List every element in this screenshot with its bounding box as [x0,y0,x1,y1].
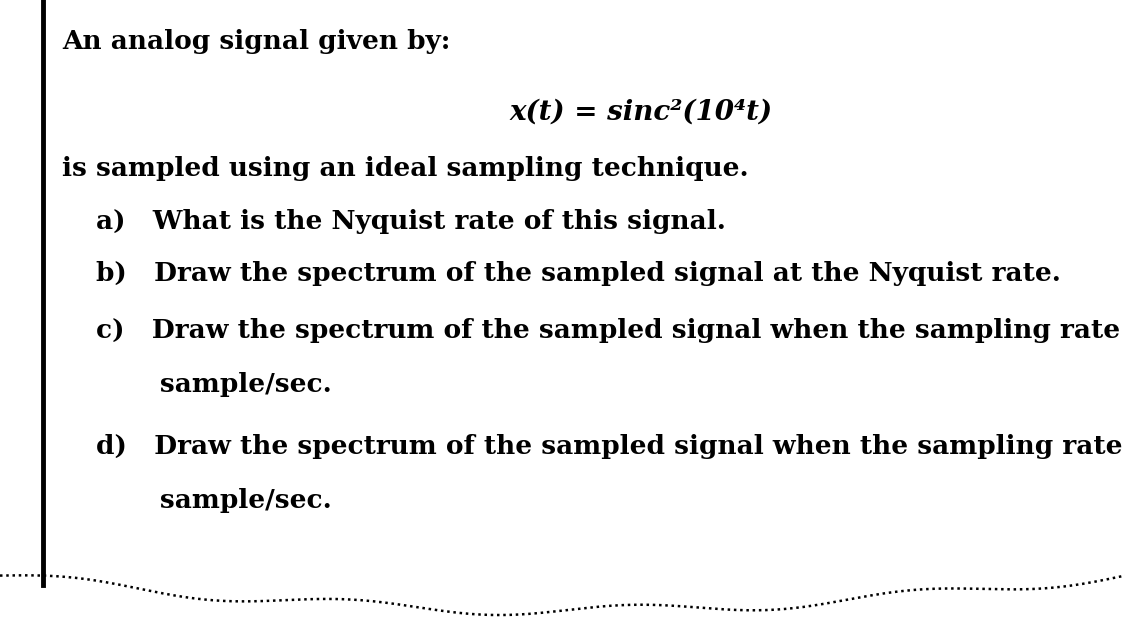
Text: x(t) = sinc²(10⁴t): x(t) = sinc²(10⁴t) [510,99,773,125]
Text: sample/sec.: sample/sec. [96,372,332,397]
Text: d)   Draw the spectrum of the sampled signal when the sampling rate is equal to : d) Draw the spectrum of the sampled sign… [96,434,1125,459]
Text: is sampled using an ideal sampling technique.: is sampled using an ideal sampling techn… [62,156,748,181]
Text: a)   What is the Nyquist rate of this signal.: a) What is the Nyquist rate of this sign… [96,209,726,233]
Text: c)   Draw the spectrum of the sampled signal when the sampling rate is equal to : c) Draw the spectrum of the sampled sign… [96,318,1125,343]
Text: An analog signal given by:: An analog signal given by: [62,29,450,53]
Text: b)   Draw the spectrum of the sampled signal at the Nyquist rate.: b) Draw the spectrum of the sampled sign… [96,261,1061,286]
Text: sample/sec.: sample/sec. [96,488,332,513]
